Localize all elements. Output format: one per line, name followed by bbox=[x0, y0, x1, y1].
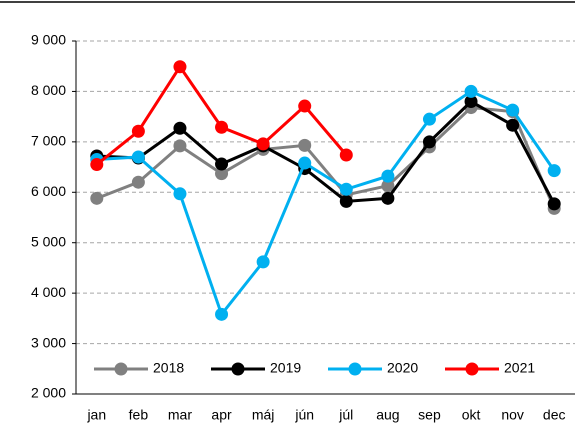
legend-label: 2020 bbox=[387, 360, 418, 376]
data-point bbox=[215, 157, 229, 171]
data-point bbox=[464, 84, 478, 98]
legend-label: 2019 bbox=[270, 360, 301, 376]
data-point bbox=[215, 307, 229, 321]
data-point bbox=[547, 197, 561, 211]
data-point bbox=[256, 255, 270, 269]
data-point bbox=[298, 138, 312, 152]
data-point bbox=[256, 137, 270, 151]
data-point bbox=[381, 191, 395, 205]
y-tick-label: 5 000 bbox=[31, 233, 66, 249]
data-point bbox=[298, 156, 312, 170]
x-tick-label: nov bbox=[501, 407, 524, 423]
data-point bbox=[339, 194, 353, 208]
data-point bbox=[381, 169, 395, 183]
data-point bbox=[173, 187, 187, 201]
x-tick-label: dec bbox=[543, 407, 566, 423]
series-line bbox=[96, 106, 556, 210]
x-tick-label: júl bbox=[338, 407, 353, 423]
y-tick-label: 3 000 bbox=[31, 334, 66, 350]
x-tick-label: aug bbox=[376, 407, 399, 423]
x-tick-label: máj bbox=[252, 407, 275, 423]
data-point bbox=[131, 175, 145, 189]
series-line bbox=[96, 99, 556, 205]
data-point bbox=[381, 179, 395, 193]
x-tick-label: sep bbox=[418, 407, 441, 423]
y-tick-label: 4 000 bbox=[31, 284, 66, 300]
y-tick-label: 6 000 bbox=[31, 183, 66, 199]
x-tick-label: apr bbox=[211, 407, 232, 423]
data-point bbox=[422, 135, 436, 149]
legend-label: 2021 bbox=[504, 360, 535, 376]
data-point bbox=[506, 118, 520, 132]
data-point bbox=[506, 103, 520, 117]
data-point bbox=[131, 150, 145, 164]
series-line bbox=[96, 89, 556, 318]
data-point bbox=[215, 167, 229, 181]
y-tick-label: 2 000 bbox=[31, 385, 66, 401]
data-point bbox=[173, 60, 187, 74]
data-point bbox=[422, 112, 436, 126]
x-tick-label: okt bbox=[462, 407, 481, 423]
data-point bbox=[547, 164, 561, 178]
data-point bbox=[173, 139, 187, 153]
data-point bbox=[90, 158, 104, 172]
data-point bbox=[298, 99, 312, 113]
legend-marker bbox=[465, 362, 479, 376]
data-point bbox=[131, 124, 145, 138]
y-tick-label: 9 000 bbox=[31, 32, 66, 48]
x-tick-label: jún bbox=[294, 407, 314, 423]
x-tick-label: feb bbox=[129, 407, 149, 423]
legend-marker bbox=[114, 362, 128, 376]
y-tick-label: 7 000 bbox=[31, 133, 66, 149]
data-point bbox=[173, 121, 187, 135]
legend-label: 2018 bbox=[153, 360, 184, 376]
x-tick-label: mar bbox=[168, 407, 192, 423]
data-point bbox=[464, 95, 478, 109]
data-point bbox=[90, 191, 104, 205]
data-point bbox=[215, 120, 229, 134]
x-tick-label: jan bbox=[86, 407, 106, 423]
y-tick-label: 8 000 bbox=[31, 82, 66, 98]
data-point bbox=[339, 182, 353, 196]
legend-marker bbox=[231, 362, 245, 376]
legend-marker bbox=[348, 362, 362, 376]
data-point bbox=[339, 148, 353, 162]
